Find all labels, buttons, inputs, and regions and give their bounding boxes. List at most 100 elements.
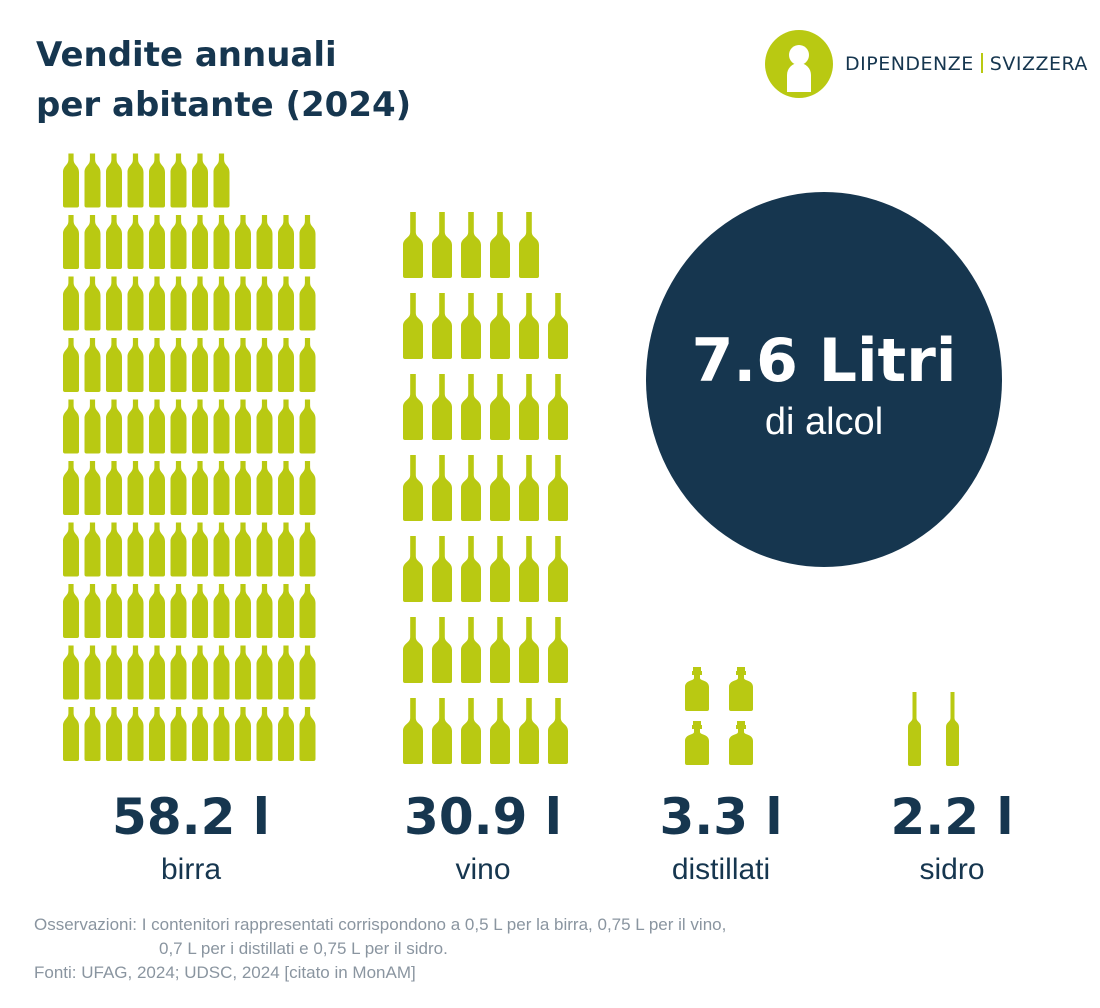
beer-bottle-icon bbox=[256, 584, 273, 638]
beer-bottle-icon bbox=[213, 645, 230, 700]
beer-bottle-icon bbox=[278, 522, 294, 577]
wine-bottle-icon bbox=[490, 617, 510, 683]
beer-bottle-icon bbox=[235, 276, 251, 331]
wine-bottle-icon bbox=[519, 455, 539, 521]
beer-bottle-icon bbox=[106, 153, 122, 208]
wine-bottle-icon bbox=[461, 293, 481, 359]
beer-bottle-icon bbox=[278, 707, 294, 761]
beer-bottle-icon bbox=[256, 645, 273, 700]
beer-bottle-icon bbox=[149, 645, 165, 700]
beer-bottle-icon bbox=[213, 399, 230, 454]
wine-bottle-icon bbox=[403, 293, 423, 359]
beer-bottle-icon bbox=[149, 338, 165, 392]
beer-bottle-icon bbox=[149, 584, 165, 638]
beer-bottle-icon bbox=[170, 645, 187, 700]
beer-bottle-icon bbox=[192, 215, 208, 269]
beer-bottle-icon bbox=[63, 399, 79, 454]
wine-bottle-icon bbox=[548, 698, 568, 764]
dipendenze-svizzera-logo: DIPENDENZE SVIZZERA bbox=[765, 30, 1088, 98]
beer-bottle-icon bbox=[299, 707, 316, 761]
wine-bottle-icon bbox=[490, 374, 510, 440]
beer-bottle-icon bbox=[192, 584, 208, 638]
beer-bottle-icon bbox=[235, 584, 251, 638]
beer-bottle-icon bbox=[192, 522, 208, 577]
beer-bottle-icon bbox=[84, 399, 101, 454]
beer-bottle-icon bbox=[127, 338, 144, 392]
spirits-bottle-icon bbox=[685, 721, 709, 765]
beer-bottle-icon bbox=[106, 399, 122, 454]
spirits-bottle-icon bbox=[729, 667, 753, 711]
beer-bottle-icon bbox=[192, 461, 208, 515]
title-line-2: per abitante (2024) bbox=[36, 85, 412, 125]
spirits-bottle-icon bbox=[685, 667, 709, 711]
beer-bottle-icon bbox=[63, 276, 79, 331]
beer-bottle-icon bbox=[106, 707, 122, 761]
wine-bottle-icon bbox=[461, 455, 481, 521]
beer-bottle-icon bbox=[192, 399, 208, 454]
category-birra: 58.2 l birra bbox=[71, 788, 311, 888]
beer-bottle-icon bbox=[149, 215, 165, 269]
beer-bottle-icon bbox=[170, 215, 187, 269]
cider-bottle-icon bbox=[946, 692, 959, 766]
beer-bottle-icon bbox=[84, 215, 101, 269]
beer-bottle-icon bbox=[256, 461, 273, 515]
total-alcohol-label: di alcol bbox=[764, 401, 884, 443]
beer-bottle-icon bbox=[299, 338, 316, 392]
wine-bottle-icon bbox=[432, 293, 452, 359]
wine-bottle-icon bbox=[490, 455, 510, 521]
beer-bottle-icon bbox=[235, 399, 251, 454]
beer-bottle-icon bbox=[170, 707, 187, 761]
beer-bottle-icon bbox=[256, 707, 273, 761]
wine-bottle-icon bbox=[519, 212, 539, 278]
beer-bottle-icon bbox=[127, 399, 144, 454]
note-line-1: Osservazioni: I contenitori rappresentat… bbox=[34, 915, 727, 934]
beer-bottle-icon bbox=[127, 276, 144, 331]
beer-bottle-icon bbox=[278, 584, 294, 638]
beer-bottle-icon bbox=[63, 707, 79, 761]
wine-bottle-icon bbox=[432, 617, 452, 683]
beer-bottle-icon bbox=[106, 276, 122, 331]
beer-bottle-icon bbox=[127, 584, 144, 638]
wine-bottle-icon bbox=[432, 536, 452, 602]
beer-bottle-icon bbox=[84, 338, 101, 392]
value-label-sidro: 2.2 l bbox=[890, 788, 1014, 846]
beer-bottle-icon bbox=[213, 461, 230, 515]
beer-bottle-icon bbox=[278, 645, 294, 700]
beer-bottle-icon bbox=[170, 399, 187, 454]
beer-bottle-icon bbox=[213, 338, 230, 392]
value-label-distillati: 3.3 l bbox=[659, 788, 783, 846]
beer-bottle-icon bbox=[213, 707, 230, 761]
wine-bottle-icon bbox=[490, 212, 510, 278]
wine-bottle-icon bbox=[432, 698, 452, 764]
wine-bottle-icon bbox=[403, 617, 423, 683]
wine-bottle-icon bbox=[548, 536, 568, 602]
beer-bottle-icon bbox=[127, 215, 144, 269]
beer-bottle-icon bbox=[127, 153, 144, 208]
beer-bottle-icon bbox=[84, 522, 101, 577]
beer-bottle-icon bbox=[299, 522, 316, 577]
beer-bottle-icon bbox=[149, 153, 165, 208]
beer-bottle-icon bbox=[170, 461, 187, 515]
wine-bottle-icon bbox=[519, 536, 539, 602]
beer-bottle-icon bbox=[192, 276, 208, 331]
beer-bottle-icon bbox=[106, 461, 122, 515]
logo-separator bbox=[980, 53, 983, 73]
beer-bottle-icon bbox=[213, 522, 230, 577]
beer-bottle-icon bbox=[213, 584, 230, 638]
beer-bottle-icon bbox=[235, 707, 251, 761]
wine-bottle-icon bbox=[403, 455, 423, 521]
wine-bottle-icon bbox=[403, 212, 423, 278]
value-label-vino: 30.9 l bbox=[404, 788, 562, 846]
category-label-vino: vino bbox=[455, 853, 511, 886]
beer-bottle-icon bbox=[235, 461, 251, 515]
beer-bottle-icon bbox=[84, 461, 101, 515]
beer-bottle-icon bbox=[299, 584, 316, 638]
beer-bottle-icon bbox=[299, 399, 316, 454]
beer-bottle-icon bbox=[127, 461, 144, 515]
beer-bottle-icon bbox=[299, 215, 316, 269]
beer-bottle-icon bbox=[149, 461, 165, 515]
wine-bottle-icon bbox=[519, 698, 539, 764]
beer-bottle-icon bbox=[213, 215, 230, 269]
beer-bottle-icon bbox=[170, 584, 187, 638]
wine-bottle-icon bbox=[519, 617, 539, 683]
